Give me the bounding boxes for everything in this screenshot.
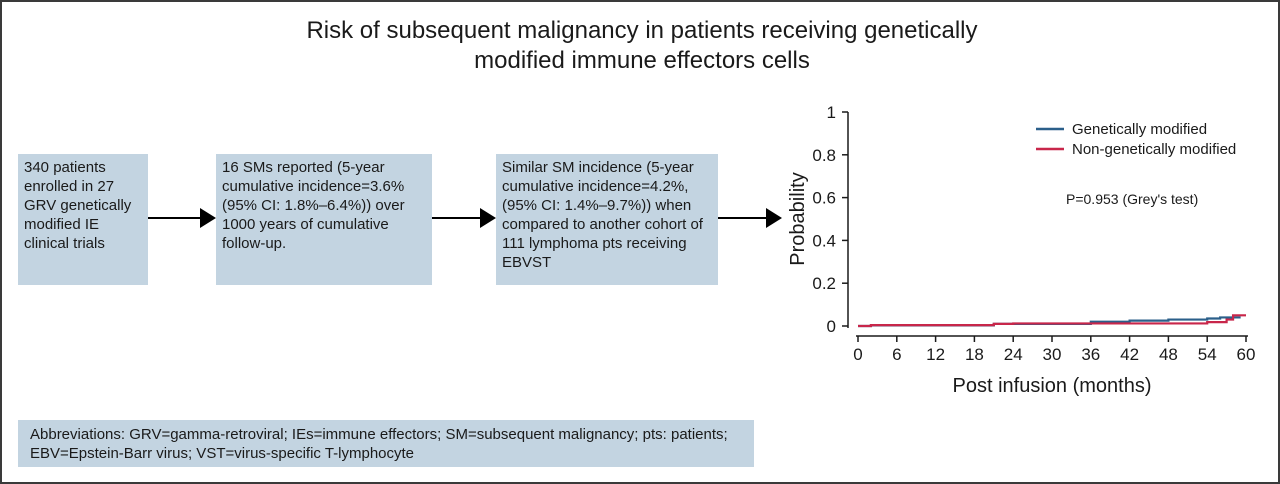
y-tick-label: 0.6 bbox=[812, 189, 836, 208]
title-line-1: Risk of subsequent malignancy in patient… bbox=[306, 17, 978, 44]
x-tick-label: 12 bbox=[926, 345, 945, 364]
flow-box-comparison: Similar SM incidence (5-year cumulative … bbox=[496, 154, 718, 285]
abbreviations-box: Abbreviations: GRV=gamma-retroviral; IEs… bbox=[18, 420, 754, 467]
legend-label-genetically-modified: Genetically modified bbox=[1072, 121, 1207, 138]
y-tick-label: 0.8 bbox=[812, 146, 836, 165]
x-tick-label: 60 bbox=[1237, 345, 1256, 364]
y-tick-label: 0 bbox=[827, 317, 836, 336]
x-axis: 0 6 12 18 24 30 36 42 48 54 60 bbox=[853, 335, 1256, 364]
x-tick-label: 48 bbox=[1159, 345, 1178, 364]
series-line-non-genetically-modified bbox=[858, 314, 1246, 328]
flow-arrow-2 bbox=[432, 208, 496, 228]
figure-title: Risk of subsequent malignancy in patient… bbox=[142, 16, 1142, 76]
x-tick-label: 24 bbox=[1004, 345, 1023, 364]
y-tick-label: 0.4 bbox=[812, 231, 836, 250]
legend: Genetically modified Non-genetically mod… bbox=[1036, 121, 1236, 158]
x-tick-label: 18 bbox=[965, 345, 984, 364]
flow-arrow-1 bbox=[148, 208, 216, 228]
incidence-chart: 0 0.2 0.4 0.6 0.8 1 0 6 12 18 24 30 36 42 48 54 60 Prob… bbox=[787, 103, 1256, 397]
flow-box-enrollment: 340 patients enrolled in 27 GRV genetica… bbox=[18, 154, 148, 285]
x-axis-title: Post infusion (months) bbox=[953, 375, 1152, 397]
p-value-annotation: P=0.953 (Grey's test) bbox=[1066, 191, 1198, 207]
flow-box-sm-reported: 16 SMs reported (5-year cumulative incid… bbox=[216, 154, 432, 285]
x-tick-label: 6 bbox=[892, 345, 901, 364]
y-axis: 0 0.2 0.4 0.6 0.8 1 bbox=[812, 103, 849, 336]
x-tick-label: 36 bbox=[1081, 345, 1100, 364]
series-lines bbox=[858, 314, 1246, 328]
flow-arrow-3 bbox=[718, 208, 782, 228]
x-tick-label: 54 bbox=[1198, 345, 1217, 364]
y-tick-label: 1 bbox=[827, 103, 836, 122]
x-tick-label: 0 bbox=[853, 345, 862, 364]
x-tick-label: 42 bbox=[1120, 345, 1139, 364]
y-axis-title: Probability bbox=[787, 172, 809, 265]
y-tick-label: 0.2 bbox=[812, 274, 836, 293]
title-line-2: modified immune effectors cells bbox=[474, 47, 810, 74]
x-tick-label: 30 bbox=[1043, 345, 1062, 364]
legend-label-non-genetically-modified: Non-genetically modified bbox=[1072, 141, 1236, 158]
